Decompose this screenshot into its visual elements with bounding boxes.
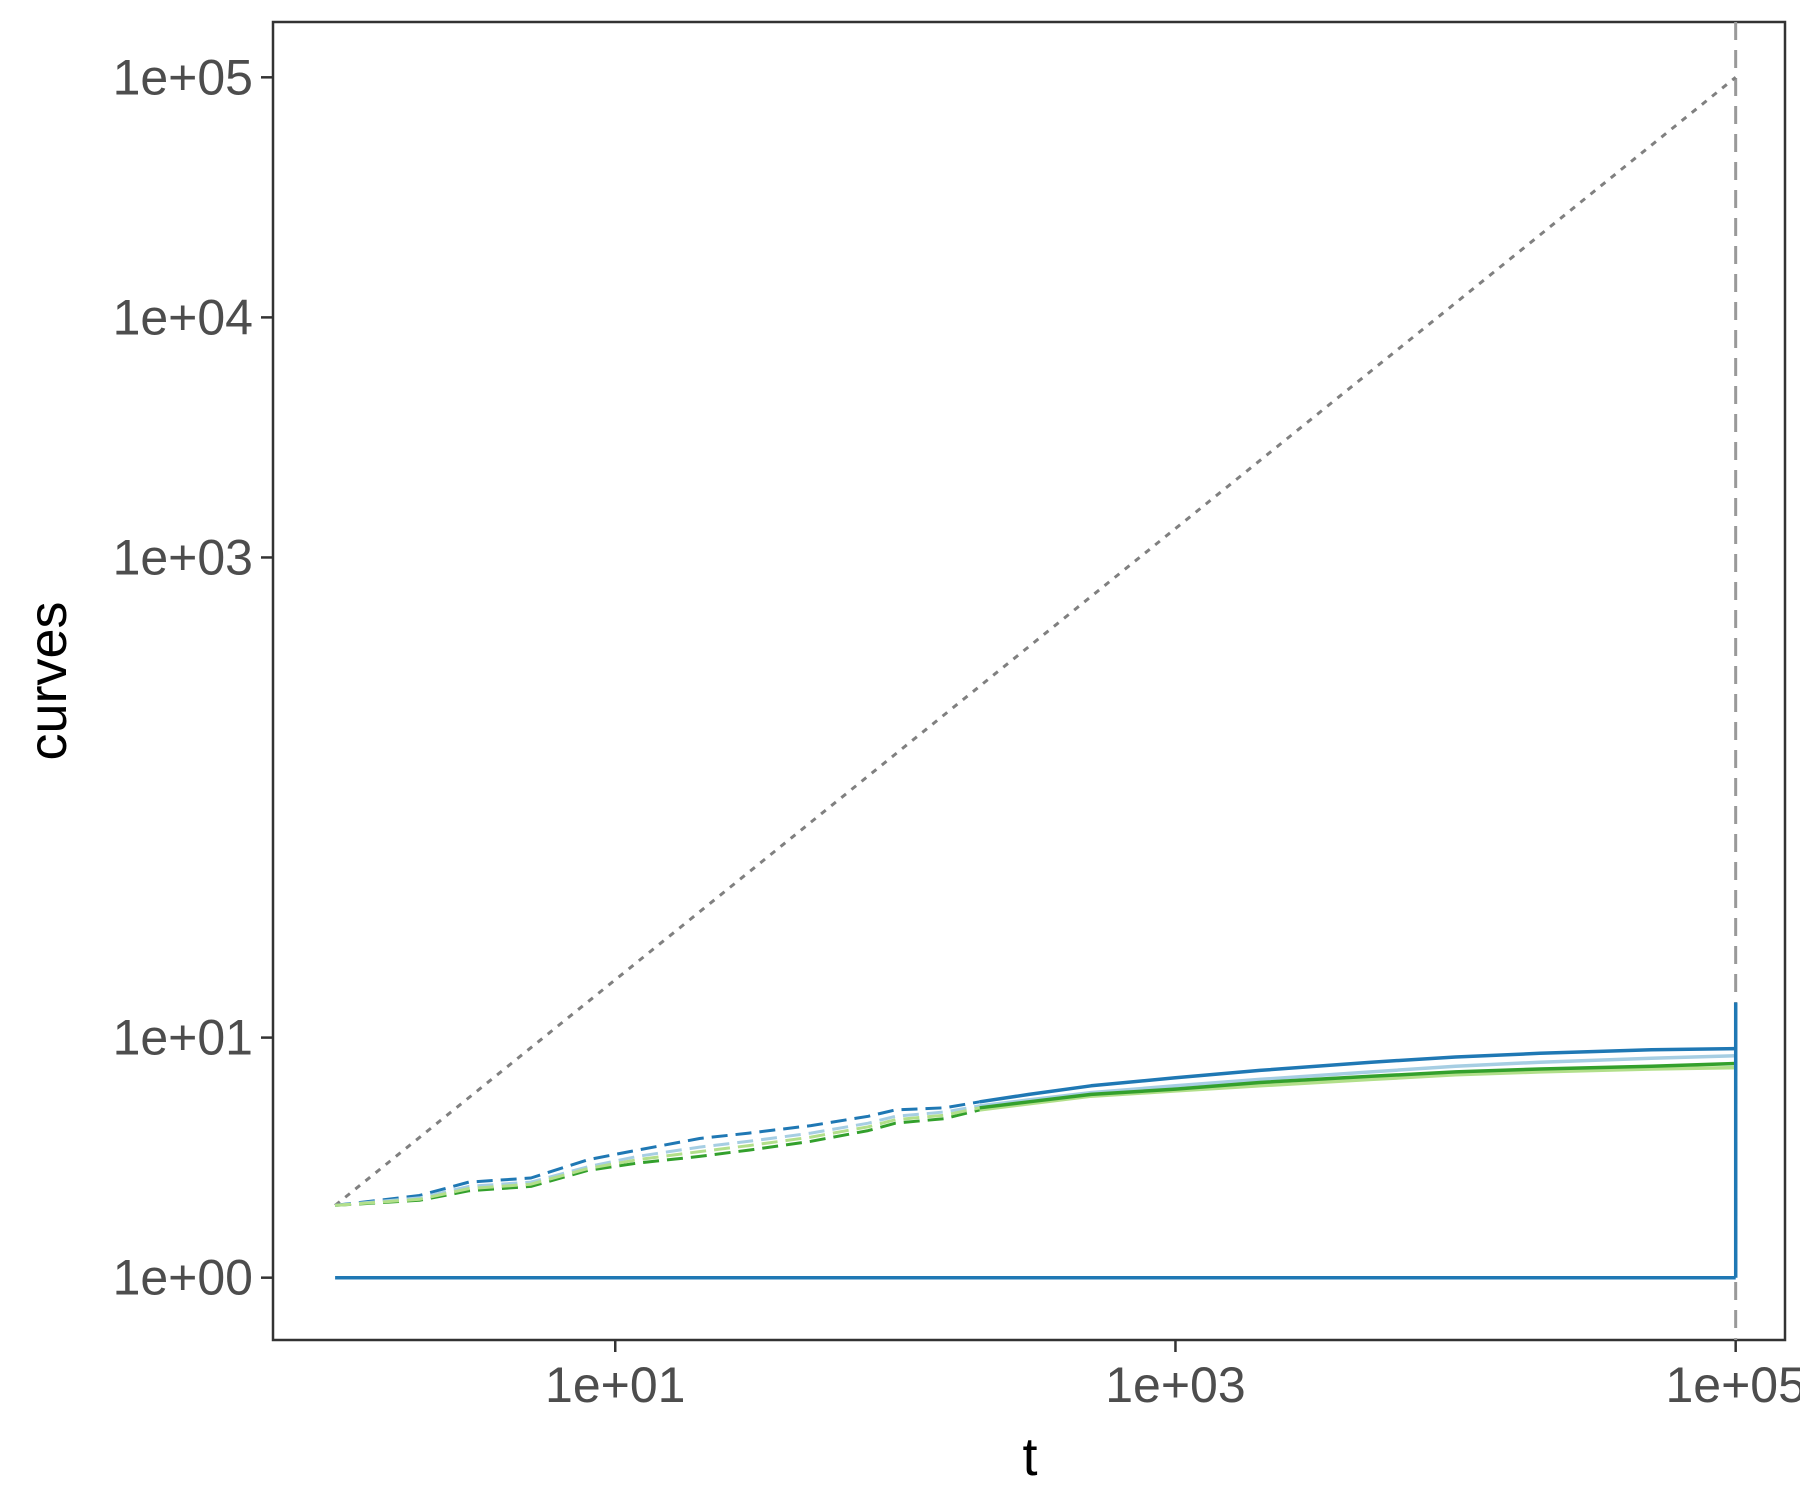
x-tick-label-0: 1e+01 bbox=[545, 1357, 685, 1413]
x-axis-title: t bbox=[1022, 1427, 1037, 1487]
y-tick-label-3: 1e+04 bbox=[113, 289, 253, 345]
series-line-8 bbox=[979, 1061, 1736, 1110]
series-line-7 bbox=[979, 1054, 1736, 1108]
y-tick-label-4: 1e+05 bbox=[113, 49, 253, 105]
x-tick-label-2: 1e+05 bbox=[1665, 1357, 1800, 1413]
series-line-0 bbox=[334, 76, 1737, 1207]
y-tick-label-2: 1e+03 bbox=[113, 529, 253, 585]
series-line-5 bbox=[334, 1106, 981, 1207]
x-tick-label-1: 1e+03 bbox=[1105, 1357, 1245, 1413]
series-line-4 bbox=[334, 1104, 980, 1207]
data-layer bbox=[334, 22, 1738, 1340]
y-axis-title: curves bbox=[18, 601, 78, 760]
series-line-9 bbox=[979, 1046, 1736, 1104]
y-tick-label-1: 1e+01 bbox=[113, 1010, 253, 1066]
y-tick-label-0: 1e+00 bbox=[113, 1250, 253, 1306]
series-line-6 bbox=[979, 1065, 1736, 1112]
series-line-2 bbox=[334, 1100, 980, 1207]
series-line-3 bbox=[335, 1108, 981, 1207]
panel-border bbox=[271, 20, 1787, 1342]
x-axis: 1e+01 1e+03 1e+05 bbox=[545, 1340, 1800, 1413]
y-axis: 1e+00 1e+01 1e+03 1e+04 1e+05 bbox=[113, 49, 273, 1306]
